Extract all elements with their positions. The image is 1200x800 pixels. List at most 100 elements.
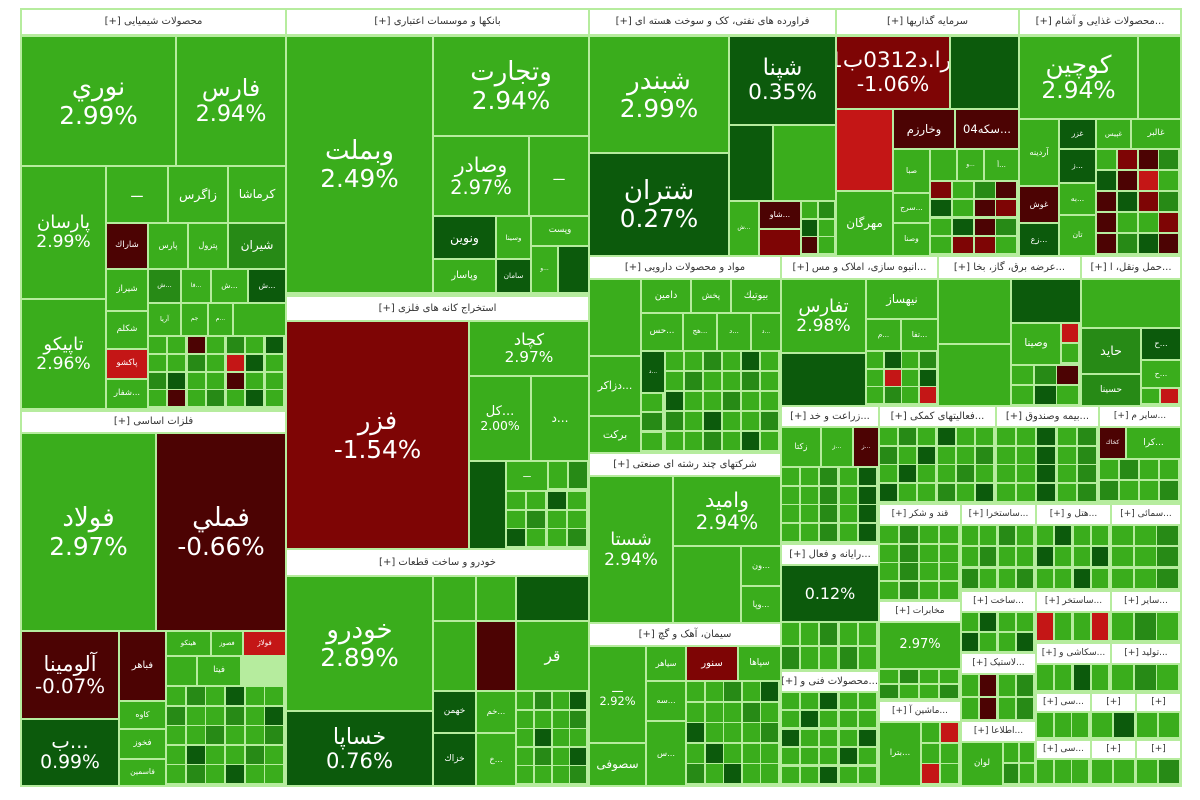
stock-tile-small[interactable] <box>553 729 569 746</box>
stock-tile-small[interactable] <box>246 373 263 389</box>
stock-tile-small[interactable] <box>1135 526 1156 545</box>
stock-tile-small[interactable] <box>885 387 901 403</box>
stock-tile-small[interactable] <box>859 748 876 764</box>
stock-tile-small[interactable] <box>840 505 857 522</box>
stock-tile[interactable]: شبندر 2.99% <box>590 37 728 152</box>
stock-tile-small[interactable] <box>801 487 818 504</box>
stock-tile-small[interactable] <box>570 729 586 746</box>
stock-tile-small[interactable] <box>226 707 244 725</box>
sector-header[interactable]: ...زراعت و خد [+] <box>782 407 878 426</box>
stock-tile-small[interactable] <box>962 547 978 566</box>
stock-tile-small[interactable] <box>1118 213 1137 232</box>
stock-tile-small[interactable] <box>517 692 533 709</box>
stock-tile[interactable]: ...ش <box>249 270 285 302</box>
stock-tile-small[interactable] <box>742 372 759 390</box>
stock-tile-small[interactable] <box>801 730 818 746</box>
stock-tile-small[interactable] <box>997 447 1015 464</box>
stock-tile-small[interactable] <box>507 511 525 528</box>
stock-tile-small[interactable] <box>517 711 533 728</box>
stock-tile[interactable]: فيتا <box>198 657 240 685</box>
stock-tile-small[interactable] <box>885 370 901 386</box>
stock-tile-small[interactable] <box>1058 484 1076 501</box>
stock-tile-small[interactable] <box>187 707 205 725</box>
stock-tile-small[interactable] <box>206 707 224 725</box>
stock-tile[interactable]: بيوتيك <box>732 280 780 312</box>
stock-tile-small[interactable] <box>761 432 778 450</box>
stock-tile-small[interactable] <box>246 707 264 725</box>
stock-tile-small[interactable] <box>1037 713 1053 737</box>
stock-tile-small[interactable] <box>802 202 817 218</box>
stock-tile-small[interactable] <box>527 529 545 546</box>
stock-tile-small[interactable] <box>1118 171 1137 190</box>
stock-tile[interactable]: ـــ 2.92% <box>590 647 645 742</box>
stock-tile[interactable]: نوري 2.99% <box>22 37 175 165</box>
stock-tile-small[interactable] <box>980 569 996 588</box>
stock-tile-small[interactable] <box>167 746 185 764</box>
stock-tile-small[interactable] <box>1037 447 1055 464</box>
stock-tile-small[interactable] <box>980 698 996 719</box>
stock-tile[interactable]: شکلم <box>107 312 147 348</box>
stock-tile-small[interactable] <box>782 468 799 485</box>
stock-tile[interactable]: صبا <box>894 150 929 192</box>
stock-tile-small[interactable] <box>227 390 244 406</box>
stock-tile-small[interactable] <box>685 352 702 370</box>
sector-header[interactable]: استخراج کانه های فلزی [+] <box>287 297 588 320</box>
stock-tile[interactable] <box>931 150 956 180</box>
stock-tile-small[interactable] <box>1118 192 1137 211</box>
stock-tile-small[interactable] <box>941 764 958 783</box>
stock-tile-small[interactable] <box>1058 428 1076 445</box>
stock-tile-small[interactable] <box>742 352 759 370</box>
stock-tile-small[interactable] <box>1078 484 1096 501</box>
stock-tile[interactable]: فارس 2.94% <box>177 37 285 165</box>
sector-header[interactable]: ...ساستخرا [+] <box>962 505 1035 524</box>
sector-header[interactable]: [+] <box>1137 741 1180 758</box>
stock-tile-small[interactable] <box>687 682 704 701</box>
stock-tile-small[interactable] <box>1120 460 1138 479</box>
stock-tile-small[interactable] <box>980 633 996 651</box>
stock-tile-small[interactable] <box>206 746 224 764</box>
stock-tile-small[interactable] <box>685 372 702 390</box>
stock-tile[interactable] <box>837 110 892 190</box>
stock-tile-small[interactable] <box>1135 613 1156 640</box>
stock-tile-small[interactable] <box>782 748 799 764</box>
stock-tile-small[interactable] <box>957 484 974 501</box>
stock-tile-small[interactable] <box>867 352 883 368</box>
stock-tile[interactable]: وبملت 2.49% <box>287 37 432 292</box>
stock-tile-small[interactable] <box>568 529 586 546</box>
stock-tile[interactable]: آلومینا -0.07% <box>22 632 118 718</box>
stock-tile-small[interactable] <box>207 337 224 353</box>
stock-tile-small[interactable] <box>1118 150 1137 169</box>
stock-tile-small[interactable] <box>885 352 901 368</box>
stock-tile-small[interactable] <box>206 726 224 744</box>
stock-tile-small[interactable] <box>819 237 834 253</box>
sector-header[interactable]: ...تولید [+] <box>1112 644 1180 663</box>
stock-tile[interactable] <box>559 247 588 292</box>
stock-tile-small[interactable] <box>1078 447 1096 464</box>
stock-tile-small[interactable] <box>880 545 898 562</box>
stock-tile-small[interactable] <box>962 526 978 545</box>
stock-tile-small[interactable] <box>782 647 799 669</box>
stock-tile[interactable]: وپست <box>532 217 588 245</box>
stock-tile-small[interactable] <box>246 687 264 705</box>
stock-tile[interactable]: ...س <box>647 722 685 785</box>
stock-tile-small[interactable] <box>1055 760 1071 783</box>
stock-tile-small[interactable] <box>761 682 778 701</box>
stock-tile-small[interactable] <box>685 412 702 430</box>
stock-tile-small[interactable] <box>953 200 973 216</box>
stock-tile[interactable]: ...سه <box>647 682 685 720</box>
stock-tile-small[interactable] <box>801 748 818 764</box>
stock-tile-small[interactable] <box>723 392 740 410</box>
stock-tile-small[interactable] <box>1135 665 1156 690</box>
sector-header[interactable]: ...فعالیتهای کمکی [+] <box>880 407 995 426</box>
stock-tile-small[interactable] <box>975 200 995 216</box>
stock-tile-small[interactable] <box>761 744 778 763</box>
stock-tile-small[interactable] <box>569 462 587 488</box>
sector-header[interactable]: ...حمل ونقل، ا [+] <box>1082 257 1180 278</box>
stock-tile[interactable]: ...ش <box>149 270 180 302</box>
stock-tile[interactable]: لوان <box>962 743 1002 785</box>
stock-tile-small[interactable] <box>724 764 741 783</box>
stock-tile-small[interactable] <box>840 468 857 485</box>
sector-header[interactable]: ...بیمه وصندوق [+] <box>997 407 1098 426</box>
stock-tile[interactable]: وتجارت 2.94% <box>434 37 588 135</box>
stock-tile[interactable]: تاپیکو 2.96% <box>22 300 105 408</box>
